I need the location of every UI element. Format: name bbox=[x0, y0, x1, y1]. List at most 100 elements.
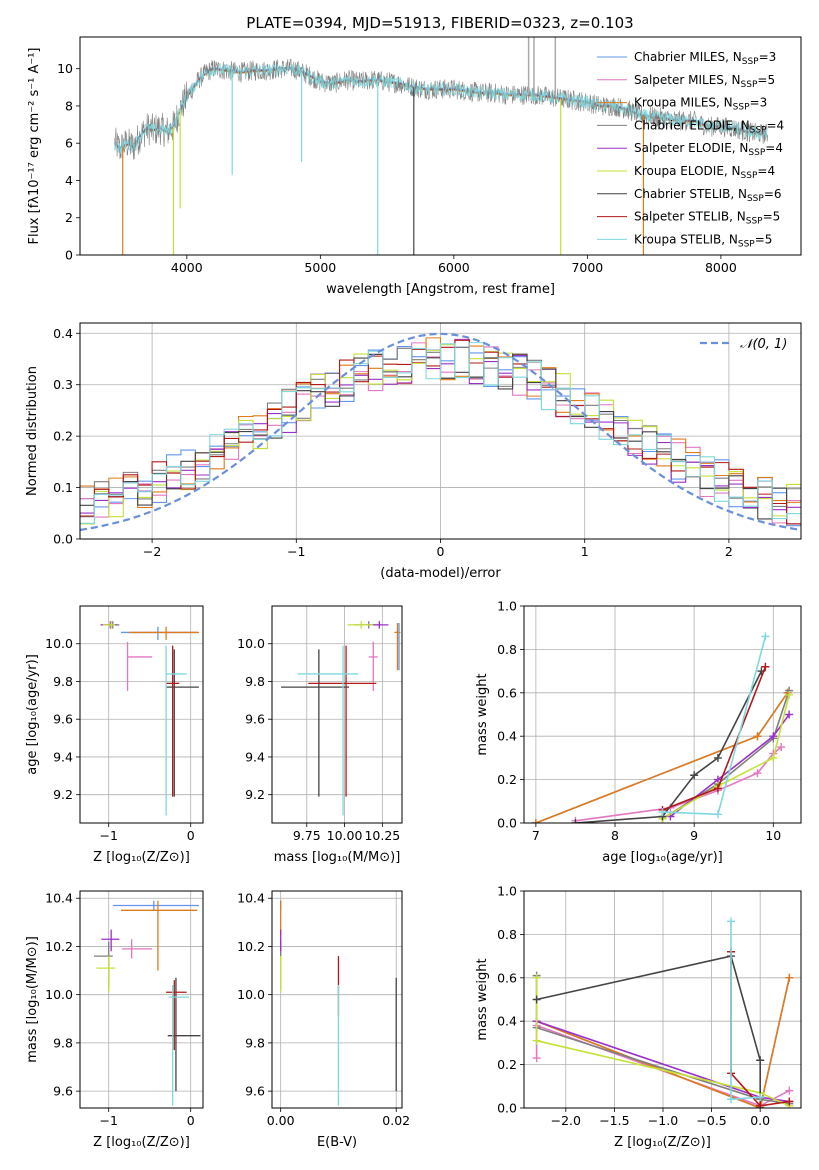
x-axis-label: Z [log₁₀(Z/Z⊙)] bbox=[93, 1135, 190, 1150]
chart-spectrum: Chabrier MILES, NSSP=3 Salpeter MILES, NS… bbox=[27, 36, 802, 297]
legend-label: Salpeter STELIB, NSSP=5 bbox=[634, 210, 780, 227]
plot-area bbox=[80, 332, 801, 532]
x-tick-label: 2 bbox=[725, 544, 733, 559]
x-tick-label: 0.00 bbox=[267, 1113, 295, 1128]
weight-marker bbox=[727, 917, 736, 926]
y-tick-label: 9.8 bbox=[53, 1035, 73, 1050]
x-tick-label: −0.5 bbox=[696, 1113, 726, 1128]
x-axis-label: wavelength [Angstrom, rest frame] bbox=[326, 282, 555, 297]
y-tick-label: 10.2 bbox=[237, 939, 265, 954]
y-tick-label: 10.0 bbox=[237, 636, 265, 651]
x-axis-label: E(B-V) bbox=[317, 1135, 357, 1150]
chart-weight_vs_Z: −2.0 −1.5 −1.0 −0.5 0.0 0.0 0.2 0.4 0.6 0.8 1.0 Z [… bbox=[475, 884, 802, 1150]
legend-label: Chabrier STELIB, NSSP=6 bbox=[634, 187, 782, 204]
legend-label: 𝒩(0, 1) bbox=[740, 337, 787, 352]
y-tick-label: 0.2 bbox=[53, 429, 73, 444]
y-tick-label: 9.6 bbox=[245, 1084, 265, 1099]
y-tick-label: 1.0 bbox=[497, 884, 517, 899]
x-tick-label: 4000 bbox=[171, 260, 203, 275]
weight-marker bbox=[532, 1036, 541, 1045]
legend-label: Kroupa STELIB, NSSP=5 bbox=[634, 232, 772, 249]
x-tick-label: 5000 bbox=[304, 260, 336, 275]
weight-marker bbox=[769, 732, 778, 741]
plot-frame bbox=[271, 605, 403, 824]
x-axis-label: Z [log₁₀(Z/Z⊙)] bbox=[93, 850, 190, 865]
y-tick-label: 8 bbox=[65, 98, 73, 113]
chart-residuals: 𝒩(0, 1) −2 −1 0 1 2 0.0 0.1 0.2 0.3 0.4 (data-model… bbox=[25, 322, 802, 581]
y-tick-label: 9.8 bbox=[245, 674, 265, 689]
chart-age_vs_mass: 9.75 10.00 10.25 9.2 9.4 9.6 9.8 10.0 mass [log₁… bbox=[237, 605, 403, 865]
plot-area bbox=[280, 900, 397, 1106]
weight-marker bbox=[727, 1095, 736, 1104]
x-tick-label: −1.5 bbox=[599, 1113, 629, 1128]
weight-marker bbox=[756, 1093, 765, 1102]
x-tick-label: 10 bbox=[765, 828, 781, 843]
plot-area bbox=[114, 37, 768, 255]
weight-marker bbox=[531, 819, 540, 823]
x-tick-label: 0 bbox=[187, 1113, 195, 1128]
x-tick-label: 9.75 bbox=[293, 828, 321, 843]
y-tick-label: 10.2 bbox=[45, 939, 73, 954]
legend-label: Chabrier ELODIE, NSSP=4 bbox=[634, 118, 784, 135]
y-tick-label: 4 bbox=[65, 173, 73, 188]
weight-marker bbox=[713, 784, 722, 793]
weight-marker bbox=[761, 662, 770, 671]
y-tick-label: 0.0 bbox=[497, 816, 517, 831]
weight-line bbox=[535, 977, 790, 1107]
y-tick-label: 9.8 bbox=[245, 1035, 265, 1050]
y-tick-label: 0.4 bbox=[497, 729, 517, 744]
x-tick-label: −2 bbox=[143, 544, 161, 559]
chart-age_vs_Z: −1 0 9.2 9.4 9.6 9.8 10.0 Z [log₁₀(Z/Z⊙)] age [l… bbox=[25, 605, 204, 865]
x-tick-label: 0.02 bbox=[382, 1113, 410, 1128]
y-tick-label: 9.2 bbox=[245, 787, 265, 802]
x-tick-label: 10.25 bbox=[364, 828, 400, 843]
weight-marker bbox=[756, 1101, 765, 1108]
weight-marker bbox=[690, 771, 699, 780]
x-tick-label: −1 bbox=[287, 544, 305, 559]
x-tick-label: 7000 bbox=[571, 260, 603, 275]
y-tick-label: 0.1 bbox=[53, 480, 73, 495]
plot-frame bbox=[79, 36, 802, 256]
weight-marker bbox=[532, 1054, 541, 1063]
x-tick-label: −1 bbox=[99, 828, 117, 843]
model-line-kroupa-stelib bbox=[114, 62, 768, 154]
plot-area bbox=[532, 917, 794, 1108]
chart-weight_vs_age: 7 8 9 10 0.0 0.2 0.4 0.6 0.8 1.0 age [log₁₀(age/yr… bbox=[475, 599, 802, 865]
chart-mass_vs_EBV: 0.00 0.02 9.6 9.8 10.0 10.2 10.4 E(B-V) bbox=[237, 890, 410, 1150]
legend: 𝒩(0, 1) bbox=[700, 337, 787, 352]
y-tick-label: 0.2 bbox=[497, 772, 517, 787]
x-tick-label: 7 bbox=[532, 828, 540, 843]
x-tick-label: 1 bbox=[581, 544, 589, 559]
y-tick-label: 2 bbox=[65, 210, 73, 225]
y-tick-label: 10.0 bbox=[237, 987, 265, 1002]
weight-marker bbox=[756, 1056, 765, 1065]
weight-marker bbox=[785, 1097, 794, 1106]
y-tick-label: 1.0 bbox=[497, 599, 517, 614]
plot-area bbox=[531, 632, 794, 823]
y-axis-label: age [log₁₀(age/yr)] bbox=[25, 654, 40, 775]
x-tick-label: 8 bbox=[611, 828, 619, 843]
y-axis-label: mass [log₁₀(M/M⊙)] bbox=[25, 936, 40, 1063]
y-tick-label: 10.0 bbox=[45, 987, 73, 1002]
figure-title: PLATE=0394, MJD=51913, FIBERID=0323, z=0… bbox=[246, 14, 633, 32]
x-axis-label: (data-model)/error bbox=[380, 566, 501, 581]
x-tick-label: 0 bbox=[437, 544, 445, 559]
y-axis-label: Flux [fλ10⁻¹⁷ erg cm⁻² s⁻¹ A⁻¹] bbox=[27, 48, 42, 245]
weight-marker bbox=[532, 973, 541, 982]
x-tick-label: 10.00 bbox=[327, 828, 363, 843]
weight-marker bbox=[761, 632, 770, 641]
weight-marker bbox=[785, 973, 794, 982]
y-axis-label: mass weight bbox=[475, 673, 490, 755]
x-axis-label: Z [log₁₀(Z/Z⊙)] bbox=[614, 1135, 711, 1150]
plot-frame bbox=[79, 890, 204, 1109]
gaussian-curve bbox=[80, 332, 801, 532]
x-axis-label: mass [log₁₀(M/M⊙)] bbox=[274, 850, 401, 865]
plot-area bbox=[93, 900, 201, 1106]
plot-frame bbox=[523, 605, 802, 824]
weight-line bbox=[662, 690, 790, 820]
y-tick-label: 10.4 bbox=[237, 891, 265, 906]
weight-marker bbox=[532, 995, 541, 1004]
y-tick-label: 0.4 bbox=[53, 326, 73, 341]
y-tick-label: 0.6 bbox=[497, 970, 517, 985]
